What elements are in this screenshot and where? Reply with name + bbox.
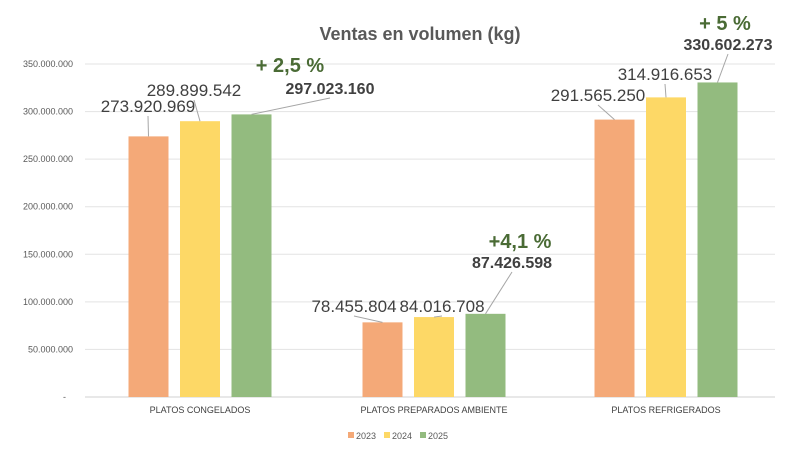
bar-2023 (594, 119, 635, 397)
y-tick-label: - (63, 392, 66, 402)
leader-line (597, 104, 615, 120)
y-tick-label: 300.000.000 (23, 107, 73, 117)
y-tick-label: 350.000.000 (23, 59, 73, 69)
bar-2025 (231, 114, 272, 397)
chart-title: Ventas en volumen (kg) (319, 24, 520, 44)
growth-annotation: + 5 % (699, 13, 751, 35)
y-tick-label: 250.000.000 (23, 154, 73, 164)
leader-line (664, 83, 667, 98)
y-tick-label: 200.000.000 (23, 202, 73, 212)
leader-line (193, 99, 201, 122)
y-tick-label: 50.000.000 (28, 344, 73, 354)
legend-swatch (420, 432, 426, 438)
growth-annotation: + 2,5 % (256, 55, 325, 77)
leader-line (485, 271, 513, 315)
legend-label: 2023 (356, 431, 376, 441)
leader-line (147, 115, 149, 137)
leader-line (353, 315, 383, 323)
bar-2025 (465, 313, 506, 397)
y-tick-label: 150.000.000 (23, 249, 73, 259)
data-label: 314.916.653 (618, 65, 713, 84)
data-label: 289.899.542 (147, 81, 242, 100)
data-label: 297.023.160 (286, 81, 375, 98)
legend-label: 2025 (428, 431, 448, 441)
category-label: PLATOS CONGELADOS (150, 405, 251, 415)
growth-annotation: +4,1 % (489, 231, 552, 253)
bar-2023 (128, 136, 169, 397)
category-label: PLATOS PREPARADOS AMBIENTE (360, 405, 507, 415)
legend-label: 2024 (392, 431, 412, 441)
bar-2023 (362, 322, 403, 397)
data-label: 273.920.969 (101, 97, 196, 116)
leader-line (251, 97, 331, 115)
category-label: PLATOS REFRIGERADOS (611, 405, 720, 415)
leader-line (433, 315, 443, 318)
bar-2024 (414, 317, 454, 397)
y-tick-label: 100.000.000 (23, 297, 73, 307)
bar-2024 (180, 121, 220, 398)
data-label: 78.455.804 (311, 297, 396, 316)
legend-swatch (348, 432, 354, 438)
data-label: 291.565.250 (551, 86, 646, 105)
bar-2025 (697, 82, 738, 397)
leader-line (717, 53, 729, 83)
legend-swatch (384, 432, 390, 438)
data-label: 87.426.598 (472, 255, 552, 272)
bar-2024 (646, 97, 686, 397)
data-label: 330.602.273 (684, 37, 773, 54)
data-label: 84.016.708 (399, 297, 484, 316)
